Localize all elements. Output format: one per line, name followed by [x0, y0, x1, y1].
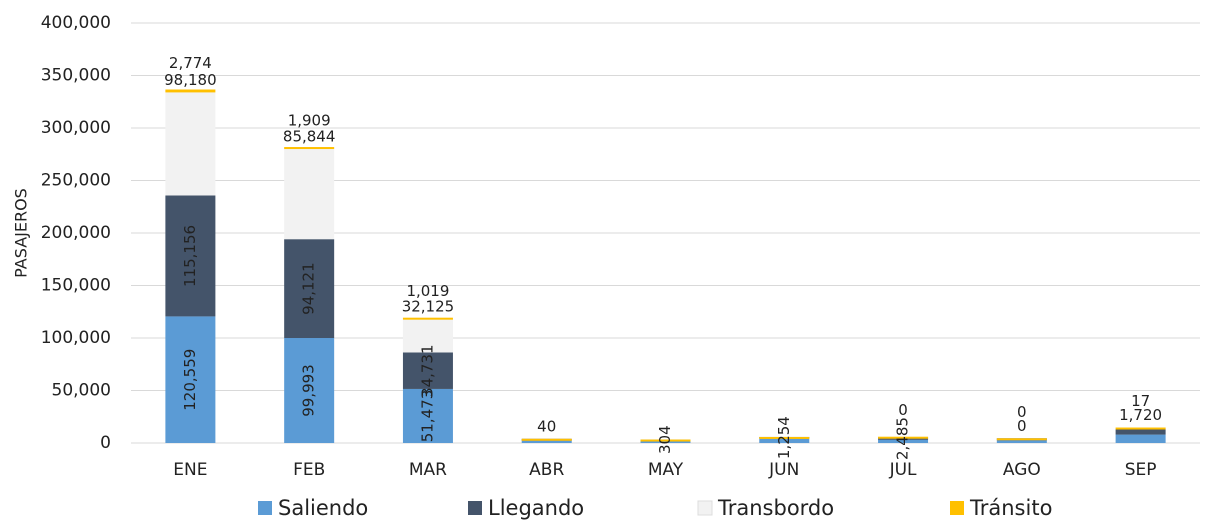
data-label: 17: [1131, 392, 1150, 410]
data-label: 94,121: [300, 262, 318, 315]
y-tick-label: 100,000: [41, 328, 111, 348]
y-tick-label: 350,000: [41, 66, 111, 86]
x-tick-label: AGO: [1003, 460, 1041, 480]
data-label: 99,993: [300, 364, 318, 417]
x-tick-label: JUL: [889, 460, 917, 480]
bar-segment: [997, 438, 1047, 440]
legend-label: Transbordo: [717, 496, 834, 520]
data-label: 0: [898, 401, 908, 419]
data-label: 115,156: [181, 225, 199, 287]
bar-segment: [284, 147, 334, 149]
data-label: 34,731: [418, 344, 436, 397]
bar-segment: [1116, 429, 1166, 434]
x-tick-label: FEB: [293, 460, 325, 480]
y-axis-label: PASAJEROS: [12, 188, 31, 278]
legend-swatch: [468, 501, 482, 515]
y-tick-label: 50,000: [52, 381, 111, 401]
legend-swatch: [698, 501, 712, 515]
data-label: 98,180: [164, 71, 217, 89]
data-label: 120,559: [181, 349, 199, 411]
y-tick-label: 400,000: [41, 13, 111, 33]
bar-segment: [997, 440, 1047, 443]
data-label: 2,774: [169, 54, 212, 72]
data-label: 40: [537, 417, 556, 435]
bar-segment: [165, 89, 215, 92]
y-tick-label: 0: [100, 433, 111, 453]
bar-segment: [403, 318, 453, 320]
y-tick-label: 250,000: [41, 171, 111, 191]
data-label: 304: [656, 425, 674, 454]
legend-label: Llegando: [488, 496, 584, 520]
x-tick-label: MAY: [648, 460, 684, 480]
data-label: 85,844: [283, 128, 336, 146]
legend-swatch: [258, 501, 272, 515]
y-tick-label: 150,000: [41, 276, 111, 296]
data-label: 2,485: [894, 417, 912, 460]
legend-swatch: [950, 501, 964, 515]
chart: PASAJEROS 0 50,000 100,000 150,000 200,000 25…: [0, 0, 1211, 523]
x-tick-label: MAR: [409, 460, 447, 480]
bar-segment: [284, 149, 334, 239]
data-label: 1,909: [288, 112, 331, 130]
bar-segment: [1116, 435, 1166, 443]
bar-segment: [165, 92, 215, 195]
x-tick-label: ENE: [173, 460, 207, 480]
x-tick-label: ABR: [529, 460, 564, 480]
bar-segment: [1116, 428, 1166, 430]
data-label: 1,019: [406, 282, 449, 300]
data-label: 1,254: [775, 416, 793, 459]
x-tick-label: JUN: [768, 460, 799, 480]
legend-label: Saliendo: [278, 496, 368, 520]
bar-segment: [522, 439, 572, 441]
y-tick-label: 300,000: [41, 118, 111, 138]
legend-label: Tránsito: [969, 496, 1052, 520]
x-tick-label: SEP: [1125, 460, 1157, 480]
y-tick-label: 200,000: [41, 223, 111, 243]
data-label: 0: [1017, 403, 1027, 421]
bar-segment: [522, 441, 572, 443]
